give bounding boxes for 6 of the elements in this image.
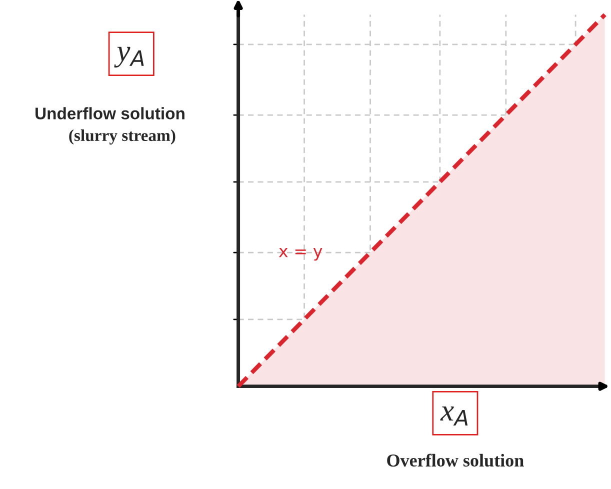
x-axis-title: x$_{A}$ [440,406,468,426]
annotation: Underflow solution [36,107,184,120]
annotation: (slurry stream) [69,129,176,144]
text: Overflow solution [387,454,524,467]
annotation: x = y [278,248,322,261]
y-axis-title: y$_{A}$ [114,46,144,68]
